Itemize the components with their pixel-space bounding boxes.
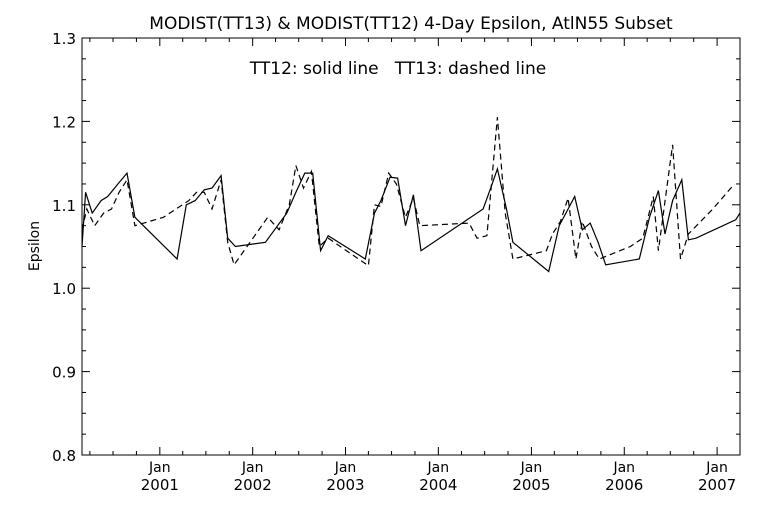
x-tick-year: 2007 — [698, 476, 736, 494]
x-tick-month: Jan — [520, 460, 543, 476]
y-tick-label: 1.3 — [52, 30, 76, 48]
plot-area — [81, 37, 741, 456]
x-axis: Jan2001Jan2002Jan2003Jan2004Jan2005Jan20… — [89, 38, 736, 494]
x-tick-year: 2005 — [512, 476, 550, 494]
y-tick-label: 1.2 — [52, 113, 76, 131]
series-line-tt13 — [81, 117, 735, 267]
plot-frame — [81, 37, 741, 456]
x-tick-month: Jan — [705, 460, 728, 476]
x-tick-year: 2001 — [141, 476, 179, 494]
x-tick-year: 2004 — [419, 476, 457, 494]
x-tick-year: 2006 — [605, 476, 643, 494]
y-tick-label: 1.1 — [52, 197, 76, 215]
x-tick-year: 2002 — [234, 476, 272, 494]
y-tick-label: 0.9 — [52, 364, 76, 382]
chart-title: MODIST(TT13) & MODIST(TT12) 4-Day Epsilo… — [149, 14, 673, 34]
y-tick-label: 1.0 — [52, 280, 76, 298]
x-tick-month: Jan — [148, 460, 171, 476]
x-tick-month: Jan — [241, 460, 264, 476]
series-layer — [81, 117, 741, 273]
series-line-tt12 — [81, 166, 741, 273]
y-axis-label: Epsilon — [27, 221, 43, 271]
x-tick-year: 2003 — [326, 476, 364, 494]
y-tick-label: 0.8 — [52, 447, 76, 465]
line-style-annotation: TT12: solid line TT13: dashed line — [249, 59, 546, 79]
y-axis: 0.8 0.9 1.0 1.1 1.2 1.3 — [52, 30, 740, 465]
x-tick-month: Jan — [612, 460, 635, 476]
x-tick-month: Jan — [334, 460, 357, 476]
x-tick-month: Jan — [427, 460, 450, 476]
